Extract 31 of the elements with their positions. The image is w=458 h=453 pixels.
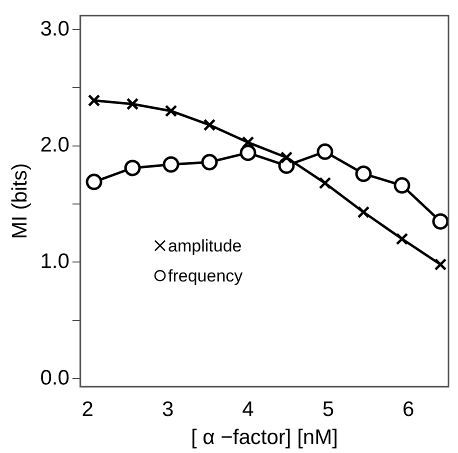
point bbox=[394, 177, 410, 194]
y-axis-title: MI (bits) bbox=[8, 163, 32, 240]
x-tick-label: 5 bbox=[322, 398, 334, 421]
point bbox=[162, 156, 180, 173]
point bbox=[318, 176, 332, 190]
x-tick-label: 3 bbox=[162, 398, 174, 421]
x-tick-label: 2 bbox=[82, 398, 94, 421]
point bbox=[280, 151, 293, 164]
point bbox=[396, 232, 408, 246]
point bbox=[126, 98, 139, 110]
point bbox=[355, 166, 372, 182]
x-tick-label: 6 bbox=[402, 398, 414, 421]
y-tick-label: 2.0 bbox=[40, 134, 70, 157]
point bbox=[240, 144, 256, 162]
y-tick-label: 3.0 bbox=[40, 17, 70, 40]
y-tick-label: 0.0 bbox=[40, 366, 70, 390]
point bbox=[357, 206, 370, 218]
x-tick-label: 4 bbox=[242, 398, 254, 421]
point bbox=[164, 104, 178, 118]
point bbox=[201, 154, 218, 170]
x-axis-title: [ α −factor] [nM] bbox=[190, 426, 338, 450]
point bbox=[124, 160, 141, 176]
point bbox=[203, 118, 216, 132]
y-tick-label: 1.0 bbox=[40, 250, 70, 273]
point bbox=[88, 94, 100, 107]
legend-label: amplitude bbox=[168, 236, 242, 256]
point bbox=[432, 213, 448, 230]
point bbox=[434, 258, 447, 271]
point bbox=[86, 174, 102, 190]
legend-label: frequency bbox=[168, 266, 244, 286]
point bbox=[316, 143, 334, 160]
